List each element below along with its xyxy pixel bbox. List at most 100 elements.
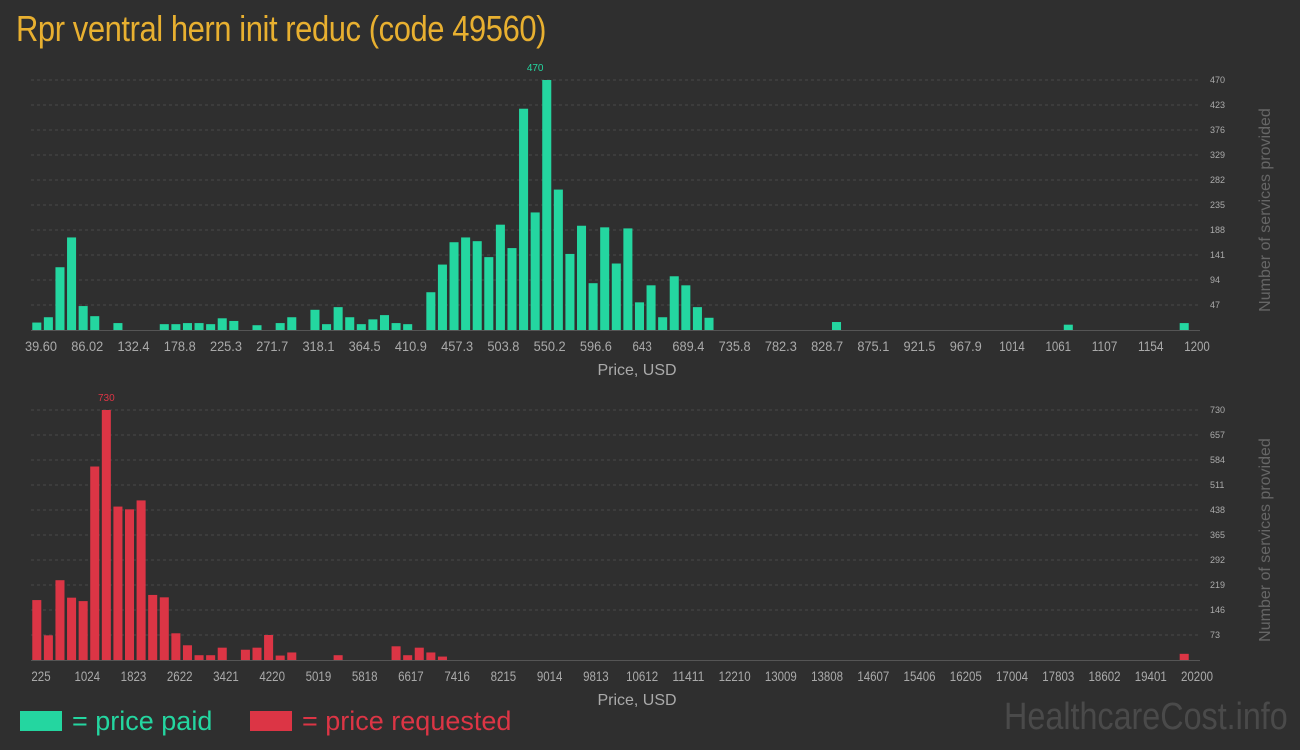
paid-x-tick-label: 364.5 bbox=[349, 338, 381, 354]
paid-y-tick-label: 376 bbox=[1210, 125, 1225, 135]
requested-y-tick-label: 219 bbox=[1210, 580, 1225, 590]
paid-bar bbox=[484, 257, 494, 330]
paid-bar bbox=[252, 325, 262, 330]
paid-x-tick-label: 735.8 bbox=[719, 338, 751, 354]
requested-bar bbox=[171, 633, 181, 660]
paid-x-tick-label: 828.7 bbox=[811, 338, 843, 354]
requested-bar bbox=[391, 646, 401, 660]
requested-x-tick-label: 3421 bbox=[213, 668, 239, 684]
paid-bar bbox=[113, 323, 123, 330]
paid-x-tick-label: 1200 bbox=[1184, 338, 1210, 354]
paid-x-tick-label: 1107 bbox=[1092, 338, 1118, 354]
requested-bar bbox=[264, 635, 274, 660]
requested-bar bbox=[90, 466, 100, 660]
legend-requested: = price requested bbox=[250, 704, 511, 738]
requested-x-tick-label: 7416 bbox=[444, 668, 470, 684]
requested-x-tick-label: 15406 bbox=[904, 668, 936, 684]
paid-x-tick-label: 550.2 bbox=[534, 338, 566, 354]
legend-paid: = price paid bbox=[20, 704, 212, 738]
requested-x-tick-label: 19401 bbox=[1135, 668, 1167, 684]
paid-bar bbox=[229, 320, 239, 330]
requested-bar bbox=[437, 656, 447, 660]
paid-y-tick-label: 47 bbox=[1210, 300, 1220, 310]
requested-bar bbox=[32, 600, 42, 660]
paid-bar bbox=[32, 322, 42, 330]
paid-x-tick-label: 225.3 bbox=[210, 338, 242, 354]
paid-x-tick-label: 39.60 bbox=[25, 338, 57, 354]
requested-x-tick-label: 225 bbox=[31, 668, 50, 684]
paid-y-tick-label: 141 bbox=[1210, 250, 1225, 260]
requested-x-tick-label: 13009 bbox=[765, 668, 797, 684]
requested-x-tick-label: 9813 bbox=[583, 668, 609, 684]
requested-x-axis-title: Price, USD bbox=[597, 692, 676, 709]
paid-x-tick-label: 643 bbox=[633, 338, 652, 354]
paid-bar bbox=[310, 309, 320, 330]
requested-y-tick-label: 365 bbox=[1210, 530, 1225, 540]
paid-x-tick-label: 782.3 bbox=[765, 338, 797, 354]
requested-y-tick-label: 146 bbox=[1210, 605, 1225, 615]
paid-bar bbox=[356, 324, 366, 330]
paid-bar bbox=[437, 264, 447, 330]
requested-bar bbox=[1179, 653, 1189, 660]
watermark: HealthcareCost.info bbox=[1004, 696, 1288, 738]
requested-y-axis-title: Number of services provided bbox=[1257, 438, 1274, 642]
paid-x-tick-label: 132.4 bbox=[117, 338, 149, 354]
legend-requested-swatch bbox=[250, 711, 292, 731]
paid-x-tick-label: 503.8 bbox=[487, 338, 519, 354]
paid-bar bbox=[577, 225, 587, 330]
paid-x-tick-label: 271.7 bbox=[256, 338, 288, 354]
requested-x-tick-label: 9014 bbox=[537, 668, 563, 684]
paid-bar bbox=[634, 302, 644, 330]
paid-x-tick-label: 921.5 bbox=[904, 338, 936, 354]
paid-bar bbox=[159, 324, 169, 330]
requested-x-tick-label: 14607 bbox=[857, 668, 889, 684]
paid-x-tick-label: 875.1 bbox=[857, 338, 889, 354]
paid-max-label: 470 bbox=[527, 63, 544, 74]
requested-y-tick-label: 730 bbox=[1210, 405, 1225, 415]
requested-x-tick-label: 1823 bbox=[121, 668, 147, 684]
requested-bar bbox=[159, 597, 169, 660]
paid-bar bbox=[171, 324, 181, 330]
requested-bar bbox=[67, 597, 77, 660]
requested-y-tick-label: 73 bbox=[1210, 630, 1220, 640]
paid-bar bbox=[692, 307, 702, 330]
paid-bar bbox=[530, 212, 540, 330]
paid-y-tick-label: 282 bbox=[1210, 175, 1225, 185]
requested-bar bbox=[252, 647, 262, 660]
paid-bar bbox=[600, 227, 610, 330]
paid-bar bbox=[78, 306, 88, 330]
requested-x-tick-label: 17803 bbox=[1042, 668, 1074, 684]
paid-bar bbox=[542, 80, 552, 330]
paid-bar bbox=[43, 317, 53, 330]
requested-bar bbox=[403, 655, 413, 660]
requested-x-tick-label: 6617 bbox=[398, 668, 424, 684]
paid-bar bbox=[681, 285, 691, 330]
paid-bar bbox=[1179, 323, 1189, 330]
legend-paid-label: = price paid bbox=[72, 705, 213, 736]
requested-x-tick-label: 17004 bbox=[996, 668, 1028, 684]
paid-bar bbox=[333, 307, 343, 330]
requested-bar bbox=[124, 509, 135, 660]
requested-bar bbox=[206, 655, 216, 660]
paid-bar bbox=[345, 317, 355, 330]
requested-bar bbox=[414, 647, 424, 660]
paid-bar bbox=[704, 317, 714, 330]
paid-bar bbox=[588, 283, 598, 330]
requested-x-tick-label: 8215 bbox=[491, 668, 517, 684]
paid-bar bbox=[287, 317, 297, 330]
paid-x-tick-label: 596.6 bbox=[580, 338, 612, 354]
paid-x-tick-label: 318.1 bbox=[302, 338, 334, 354]
requested-x-tick-label: 11411 bbox=[672, 668, 704, 684]
requested-y-tick-label: 292 bbox=[1210, 555, 1225, 565]
paid-bar bbox=[275, 323, 285, 330]
requested-bar bbox=[43, 635, 53, 660]
paid-bar bbox=[565, 253, 575, 330]
paid-x-tick-label: 86.02 bbox=[71, 338, 103, 354]
paid-y-axis-title: Number of services provided bbox=[1257, 108, 1274, 312]
price-requested-chart: 73 146 219 292 365 438 511 584 657 730 730 225 1024 1… bbox=[31, 393, 1274, 709]
requested-bar bbox=[426, 652, 436, 660]
paid-bar bbox=[322, 324, 332, 330]
requested-x-tick-label: 20200 bbox=[1181, 668, 1213, 684]
requested-bar bbox=[78, 601, 88, 660]
requested-bar bbox=[136, 500, 146, 660]
